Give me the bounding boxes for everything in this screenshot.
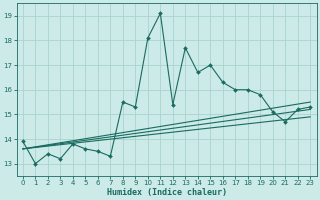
X-axis label: Humidex (Indice chaleur): Humidex (Indice chaleur) [107,188,227,197]
